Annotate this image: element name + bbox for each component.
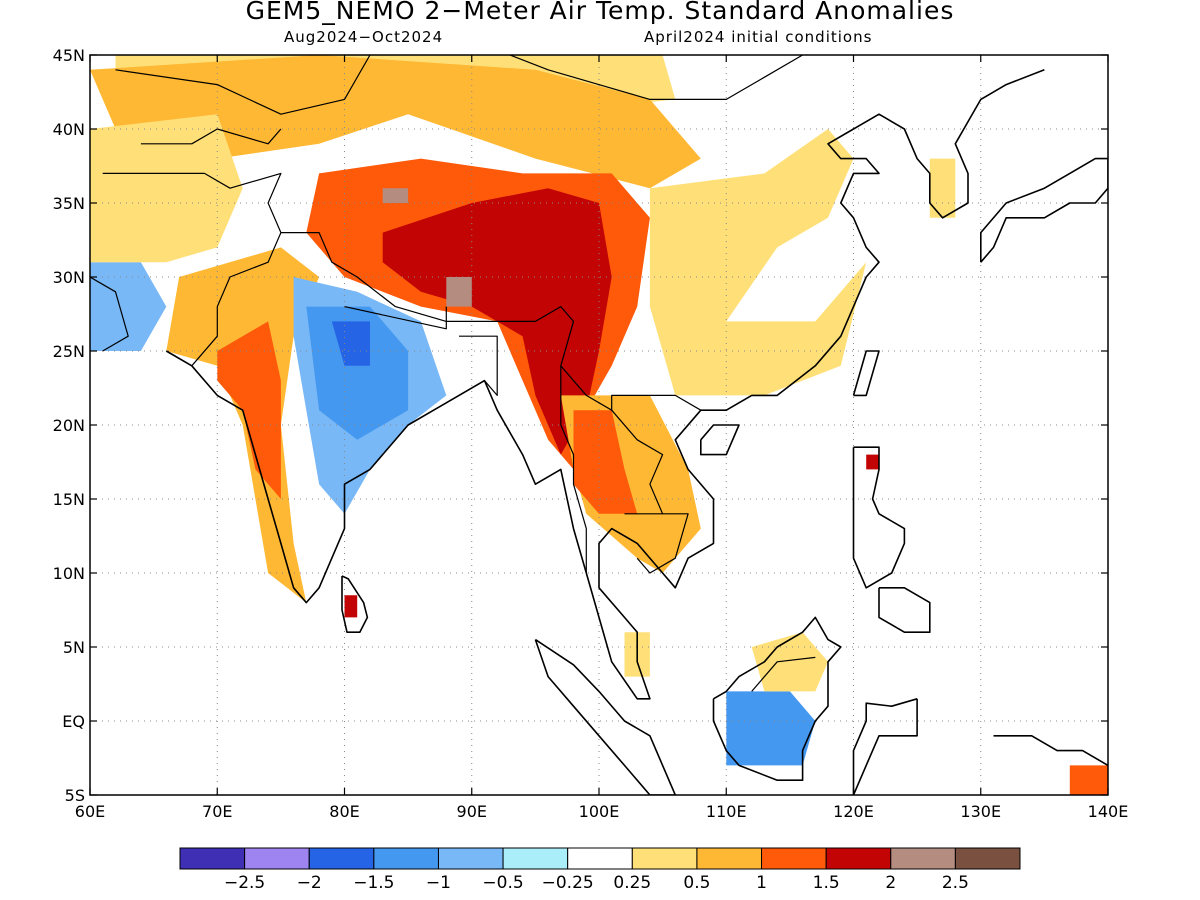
coastline — [712, 616, 842, 782]
longitude-label: 100E — [579, 802, 620, 821]
coastline — [341, 575, 369, 634]
colorbar-swatch — [761, 847, 827, 870]
anomaly-shading — [90, 55, 1108, 795]
country-borders — [90, 55, 816, 692]
anomaly-region-india-blue-core — [331, 321, 370, 366]
latitude-label: EQ — [62, 712, 85, 731]
longitude-label: 90E — [457, 802, 487, 821]
coastline — [852, 446, 906, 589]
colorbar-label: −2.5 — [224, 873, 265, 893]
country-border — [751, 656, 816, 692]
anomaly-region-se-asia-inner — [573, 410, 638, 514]
colorbar-swatch — [631, 847, 698, 870]
anomaly-region-india-blue-inner — [306, 306, 409, 440]
anomaly-region-borneo-yellow — [751, 632, 828, 692]
colorbar-swatch — [954, 847, 1021, 870]
colorbar-label: 0.5 — [683, 873, 710, 893]
colorbar-label: −0.25 — [542, 873, 594, 893]
latitude-label: 10N — [53, 564, 85, 583]
colorbar-swatch — [567, 847, 633, 870]
anomaly-region-png-orange — [1069, 765, 1108, 795]
country-border — [140, 128, 282, 145]
longitude-label: 80E — [329, 802, 359, 821]
latitude-axis: 45N 40N 35N 30N 25N 20N 15N 10N 5N EQ 5S — [53, 46, 1108, 805]
country-border — [115, 55, 371, 115]
country-border — [458, 335, 498, 396]
anomaly-region-borneo-blue — [726, 691, 816, 766]
colorbar-swatch — [437, 847, 504, 870]
forecast-period: Aug2024−Oct2024 — [284, 28, 444, 46]
colorbar-swatch — [373, 847, 439, 870]
latitude-label: 15N — [53, 490, 85, 509]
colorbar-label: 1 — [756, 873, 767, 893]
colorbar-swatch — [179, 847, 246, 870]
longitude-label: 120E — [833, 802, 874, 821]
longitude-label: 110E — [706, 802, 747, 821]
latitude-label: 5S — [65, 786, 85, 805]
latitude-label: 45N — [53, 46, 85, 65]
colorbar-swatch — [890, 847, 956, 870]
longitude-label: 70E — [202, 802, 232, 821]
map-title: GEM5_NEMO 2−Meter Air Temp. Standard Ano… — [245, 0, 955, 25]
latitude-label: 35N — [53, 194, 85, 213]
anomaly-region-tibet-peak — [446, 277, 472, 307]
anomaly-region-philippines-red — [866, 454, 879, 470]
longitude-label: 130E — [960, 802, 1001, 821]
latitude-label: 5N — [63, 638, 85, 657]
latitude-label: 25N — [53, 342, 85, 361]
colorbar-label: 0.25 — [613, 873, 651, 893]
longitude-label: 140E — [1088, 802, 1129, 821]
initial-conditions: April2024 initial conditions — [644, 28, 873, 46]
colorbar-swatch — [696, 847, 763, 870]
coastline — [699, 424, 740, 456]
country-border — [102, 172, 282, 367]
coastlines — [165, 69, 1108, 795]
anomaly-region-india-west — [166, 247, 320, 603]
anomaly-region-korea-yellow — [929, 158, 956, 218]
longitude-label: 60E — [75, 802, 105, 821]
anomaly-region-pakistan-blue — [90, 262, 167, 351]
colorbar-swatch — [244, 847, 310, 870]
anomaly-region-tarim-peak — [382, 188, 409, 203]
colorbar-label: −2 — [297, 873, 322, 893]
latitude-label: 30N — [53, 268, 85, 287]
country-border — [611, 409, 664, 515]
anomaly-region-central-asia — [90, 55, 701, 189]
colorbar-swatch — [308, 847, 375, 870]
anomaly-region-sri-lanka — [344, 595, 358, 618]
coastline — [165, 69, 1045, 700]
colorbar-label: 1.5 — [813, 873, 840, 893]
country-border — [636, 513, 689, 574]
anomaly-region-india-coast — [217, 321, 281, 499]
longitude-axis: 60E 70E 80E 90E 100E 110E 120E 130E 140E — [75, 55, 1129, 821]
anomaly-region-afghan-yellow — [90, 114, 243, 263]
latitude-label: 20N — [53, 416, 85, 435]
colorbar: −2.5 −2 −1.5 −1 −0.5 −0.25 0.25 0.5 1 1.5 2 2.5 — [179, 847, 1021, 893]
coastline — [878, 586, 931, 634]
coastline — [852, 350, 880, 397]
country-border — [280, 232, 702, 411]
country-border — [90, 276, 129, 352]
coastline — [993, 734, 1108, 767]
colorbar-label: −1.5 — [353, 873, 394, 893]
latitude-label: 40N — [53, 120, 85, 139]
country-border — [344, 306, 447, 330]
colorbar-swatch — [825, 847, 892, 870]
colorbar-label: 2 — [885, 873, 896, 893]
colorbar-label: −0.5 — [482, 873, 523, 893]
coastline — [534, 638, 677, 795]
colorbar-label: 2.5 — [942, 873, 969, 893]
coastline — [852, 698, 918, 795]
coastline — [979, 157, 1108, 263]
anomaly-region-china-band — [649, 129, 867, 396]
country-border — [508, 55, 803, 101]
country-border — [560, 365, 587, 573]
colorbar-swatch — [502, 847, 569, 870]
colorbar-label: −1 — [426, 873, 451, 893]
